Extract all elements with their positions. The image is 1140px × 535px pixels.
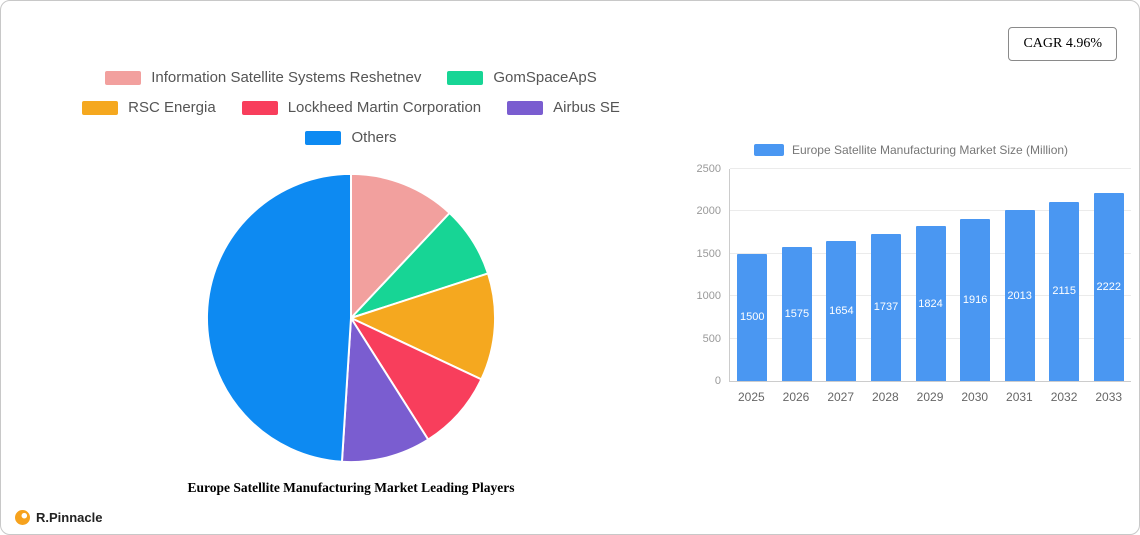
bar: 2115 bbox=[1049, 201, 1080, 381]
pie-chart-title: Europe Satellite Manufacturing Market Le… bbox=[187, 480, 515, 495]
bar-slot: 2013 bbox=[997, 169, 1042, 381]
brand-logo-icon bbox=[15, 510, 30, 525]
legend-label: GomSpaceApS bbox=[493, 69, 597, 86]
bar-slot: 1916 bbox=[953, 169, 998, 381]
brand-logo-text: R.Pinnacle bbox=[36, 510, 103, 525]
legend-label: Others bbox=[351, 129, 397, 146]
x-tick-label: 2026 bbox=[782, 390, 810, 404]
bar: 1916 bbox=[960, 218, 991, 381]
legend-item-others[interactable]: Others bbox=[305, 129, 397, 146]
bar-legend-swatch bbox=[753, 144, 784, 156]
pie-slice bbox=[350, 172, 452, 321]
pie-slice bbox=[348, 272, 496, 381]
pie-chart bbox=[203, 170, 499, 466]
bar-slot: 1654 bbox=[819, 169, 864, 381]
bar-value-label: 1824 bbox=[918, 297, 943, 310]
bar: 1654 bbox=[826, 240, 857, 381]
x-tick-label: 2025 bbox=[737, 390, 765, 404]
legend-label: RSC Energia bbox=[128, 99, 216, 116]
legend-swatch bbox=[241, 100, 278, 115]
pie-slice bbox=[205, 172, 352, 463]
legend-item-rsc-energia[interactable]: RSC Energia bbox=[82, 99, 216, 116]
pie-chart-svg bbox=[205, 172, 496, 464]
x-tick-label: 2032 bbox=[1050, 390, 1078, 404]
bar-value-label: 1654 bbox=[829, 304, 854, 317]
bar-plot: 1500 1575 1654 1737 1824 1916 2013 2115 2222 bbox=[729, 168, 1132, 382]
bar: 1575 bbox=[781, 247, 812, 381]
legend-label: Airbus SE bbox=[553, 99, 620, 116]
legend-item-reshetnev[interactable]: Information Satellite Systems Reshetnev bbox=[105, 69, 421, 86]
legend-item-gomspace[interactable]: GomSpaceApS bbox=[447, 69, 597, 86]
bar-slot: 2222 bbox=[1087, 169, 1132, 381]
bar-value-label: 1916 bbox=[962, 293, 988, 306]
bar-chart-legend[interactable]: Europe Satellite Manufacturing Market Si… bbox=[691, 143, 1131, 157]
legend-swatch bbox=[507, 100, 544, 115]
pie-chart-section: Information Satellite Systems Reshetnev … bbox=[31, 69, 671, 496]
bar-chart: 0 500 1000 1500 2000 2500 1500 1575 1654 1737 182… bbox=[691, 163, 1132, 387]
gridline bbox=[730, 168, 1131, 169]
y-tick-label: 2000 bbox=[696, 205, 721, 218]
pie-slice bbox=[340, 314, 430, 464]
legend-swatch bbox=[105, 70, 142, 85]
bar: 2013 bbox=[1004, 210, 1035, 381]
bar-slot: 1575 bbox=[775, 169, 820, 381]
bar: 2222 bbox=[1093, 192, 1124, 381]
y-tick-label: 0 bbox=[714, 375, 721, 387]
bar-value-label: 1500 bbox=[740, 311, 765, 324]
bar: 1824 bbox=[915, 226, 946, 381]
x-tick-label: 2033 bbox=[1095, 390, 1123, 404]
bar-slot: 1737 bbox=[864, 169, 909, 381]
y-tick-label: 1500 bbox=[696, 247, 721, 260]
x-tick-label: 2031 bbox=[1006, 390, 1033, 404]
legend-swatch bbox=[447, 70, 484, 85]
legend-label: Lockheed Martin Corporation bbox=[287, 99, 482, 116]
bar-chart-section: Europe Satellite Manufacturing Market Si… bbox=[691, 143, 1131, 404]
brand-logo: R.Pinnacle bbox=[15, 510, 102, 525]
bar: 1737 bbox=[870, 233, 901, 381]
bar-value-label: 2013 bbox=[1007, 289, 1032, 302]
gridline bbox=[730, 210, 1131, 212]
pie-legend: Information Satellite Systems Reshetnev … bbox=[51, 69, 651, 146]
bar-slot: 2115 bbox=[1042, 169, 1087, 381]
x-tick-label: 2027 bbox=[827, 390, 855, 404]
y-tick-label: 1000 bbox=[696, 290, 721, 303]
x-tick-label: 2028 bbox=[872, 390, 899, 404]
legend-label: Information Satellite Systems Reshetnev bbox=[151, 69, 422, 86]
cagr-badge: CAGR 4.96% bbox=[1008, 27, 1117, 61]
y-tick-label: 2500 bbox=[696, 163, 721, 175]
bar-slot: 1824 bbox=[908, 169, 953, 381]
x-tick-label: 2030 bbox=[961, 390, 989, 404]
x-tick-label: 2029 bbox=[916, 390, 944, 404]
bar-value-label: 2115 bbox=[1052, 285, 1077, 298]
bar: 1500 bbox=[737, 253, 768, 381]
y-tick-label: 500 bbox=[702, 332, 721, 345]
bar-value-label: 1575 bbox=[784, 308, 810, 321]
bar-value-label: 1737 bbox=[873, 301, 899, 314]
bar-y-axis: 0 500 1000 1500 2000 2500 bbox=[691, 163, 729, 387]
legend-swatch bbox=[82, 100, 119, 115]
legend-item-airbus[interactable]: Airbus SE bbox=[507, 99, 620, 116]
bar-slot: 1500 bbox=[730, 169, 775, 381]
legend-swatch bbox=[305, 130, 342, 145]
pie-slice bbox=[348, 315, 483, 441]
bar-value-label: 2222 bbox=[1096, 280, 1122, 293]
bar-x-labels: 2025 2026 2027 2028 2029 2030 2031 2032 2033 bbox=[729, 390, 1131, 404]
bar-legend-label: Europe Satellite Manufacturing Market Si… bbox=[791, 143, 1069, 157]
legend-item-lockheed[interactable]: Lockheed Martin Corporation bbox=[241, 99, 482, 116]
